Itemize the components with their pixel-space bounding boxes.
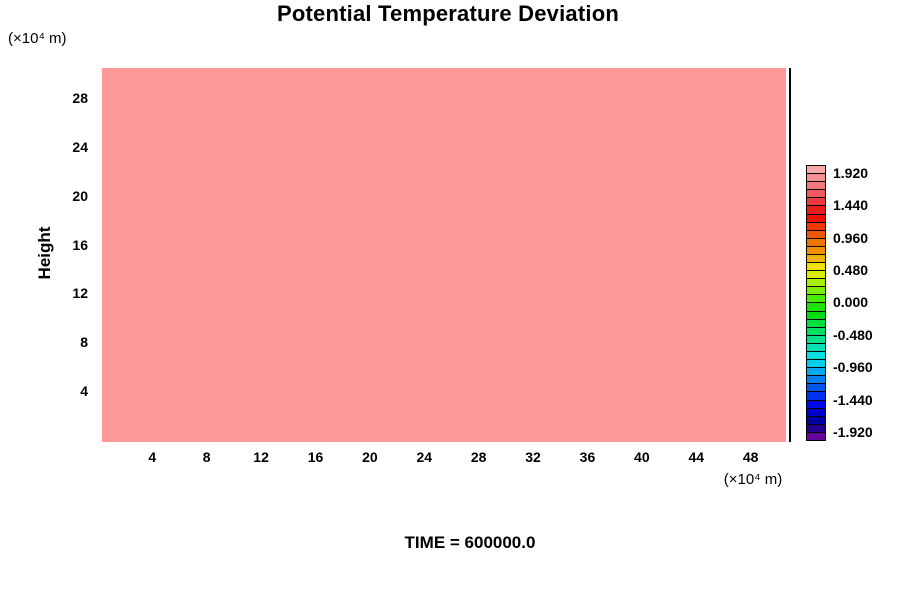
y-tick-label: 4 bbox=[80, 382, 88, 399]
x-tick-label: 28 bbox=[470, 449, 487, 465]
x-axis-units: (×10⁴ m) bbox=[723, 471, 783, 488]
colorbar-tick-label: -1.440 bbox=[833, 391, 873, 408]
x-tick-label: 48 bbox=[742, 449, 759, 465]
x-tick-label: 40 bbox=[634, 449, 650, 465]
x-tick-label: 20 bbox=[362, 449, 378, 465]
y-tick-label: 28 bbox=[72, 90, 88, 107]
x-tick-label: 8 bbox=[202, 449, 211, 465]
y-tick-label: 12 bbox=[72, 285, 88, 302]
x-tick-label: 4 bbox=[148, 449, 157, 465]
colorbar-tick-label: 1.920 bbox=[833, 165, 869, 182]
y-axis-units: (×10⁴ m) bbox=[8, 30, 67, 47]
y-tick-label: 24 bbox=[72, 139, 88, 156]
colorbar-tick-label: -0.960 bbox=[833, 359, 873, 376]
colorbar-tick-label: 0.960 bbox=[833, 229, 869, 246]
x-tick-label: 16 bbox=[307, 449, 324, 465]
colorbar bbox=[806, 165, 826, 441]
x-tick-label: 36 bbox=[579, 449, 596, 465]
time-label: TIME = 600000.0 bbox=[404, 533, 536, 552]
x-tick-label: 24 bbox=[416, 449, 433, 465]
colorbar-tick-label: 0.480 bbox=[833, 262, 869, 279]
colorbar-tick-label: -1.920 bbox=[833, 423, 873, 440]
colorbar-tick-label: 0.000 bbox=[833, 294, 869, 311]
x-tick-label: 12 bbox=[253, 449, 269, 465]
plot-area bbox=[102, 68, 786, 442]
y-tick-label: 16 bbox=[72, 236, 88, 253]
y-tick-label: 20 bbox=[72, 187, 88, 204]
x-tick-label: 32 bbox=[525, 449, 541, 465]
y-axis-label: Height bbox=[35, 226, 54, 280]
plot-right-edge-line bbox=[789, 68, 791, 442]
y-tick-label: 8 bbox=[80, 334, 88, 351]
colorbar-tick-label: -0.480 bbox=[833, 326, 873, 343]
chart-title: Potential Temperature Deviation bbox=[277, 1, 619, 26]
x-tick-label: 44 bbox=[688, 449, 705, 465]
colorbar-tick-label: 1.440 bbox=[833, 197, 869, 214]
colorbar-segment bbox=[806, 431, 826, 441]
